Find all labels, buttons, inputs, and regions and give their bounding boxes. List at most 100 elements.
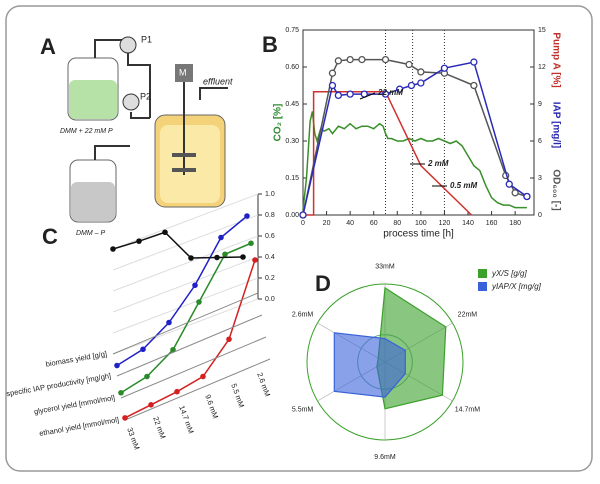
series-line	[124, 259, 256, 419]
legend-swatch	[478, 282, 487, 291]
data-point	[328, 69, 337, 77]
data-point	[328, 81, 337, 90]
y-tick-label: 0.15	[285, 175, 299, 182]
y2-axis-label: Pump A [%]	[550, 32, 561, 87]
annotation: 0.5 mM	[450, 181, 477, 190]
data-point	[299, 211, 307, 219]
y2-axis-label: IAP [mg/l]	[550, 102, 561, 148]
data-point	[200, 373, 206, 380]
y2-tick-label: 12	[538, 64, 546, 71]
feed-label: DMM – P	[76, 230, 106, 237]
data-point	[395, 85, 404, 93]
z-tick-label: 1.0	[265, 191, 275, 198]
panel-label: B	[262, 32, 278, 57]
series-line	[116, 215, 248, 367]
bioreactor-diagram: A P1 P2 M effluent DMM + 22 mM P DMM – P	[40, 34, 233, 237]
x-tick-label: 40	[346, 220, 354, 227]
feed-liquid-2	[71, 182, 115, 221]
category-label: 2.6mM	[292, 311, 314, 318]
z-tick-label: 0.2	[265, 275, 275, 282]
data-point	[505, 180, 513, 188]
data-point	[118, 389, 124, 396]
category-label: 5.5mM	[292, 406, 314, 413]
x-tick-label: 120	[439, 220, 451, 227]
annotation-arrow	[359, 92, 376, 100]
y2-tick-label: 6	[538, 138, 542, 145]
annotation: 22 mM	[377, 88, 403, 97]
data-point	[114, 362, 120, 369]
data-point	[334, 57, 343, 65]
data-point	[407, 81, 416, 90]
effluent-tube	[199, 87, 228, 100]
y2-tick-label: 9	[538, 101, 542, 108]
x-tick-label: 80	[393, 220, 401, 227]
data-point	[511, 189, 519, 197]
legend-swatch	[478, 269, 487, 278]
data-point	[381, 90, 390, 98]
motor-label: M	[179, 67, 187, 77]
y2-tick-label: 3	[538, 175, 542, 182]
pump-label: P1	[141, 34, 152, 44]
x-tick-label: 180	[509, 220, 521, 227]
z-tick-label: 0.8	[265, 212, 275, 219]
data-point	[110, 246, 116, 252]
category-axis	[124, 358, 271, 421]
category-label: 9.6mM	[374, 454, 396, 461]
data-point	[252, 257, 258, 263]
data-point	[136, 238, 142, 244]
data-point	[192, 282, 198, 289]
legend-label: yIAP/X [mg/g]	[491, 282, 542, 291]
data-point	[174, 388, 180, 395]
data-point	[122, 415, 128, 421]
radar-area	[333, 332, 406, 398]
data-point	[226, 336, 232, 343]
data-point	[470, 81, 478, 90]
data-point	[218, 234, 224, 241]
pump-2	[122, 93, 140, 111]
data-point	[214, 254, 220, 261]
pump-1	[119, 36, 137, 54]
effluent-label: effluent	[203, 76, 233, 86]
grid-line	[112, 277, 259, 334]
data-point	[196, 299, 202, 305]
data-point	[334, 91, 343, 100]
y-tick-label: 0.60	[285, 64, 299, 71]
plot-area	[302, 29, 535, 216]
category-axis	[116, 314, 263, 377]
data-point	[440, 64, 449, 72]
feed-label: DMM + 22 mM P	[60, 128, 113, 135]
data-point	[358, 55, 366, 64]
data-point	[140, 346, 146, 353]
feed-liquid	[69, 80, 117, 119]
tubing	[94, 39, 151, 160]
y-tick-label: 0.45	[285, 101, 299, 108]
x-tick-label: 160	[486, 220, 498, 227]
y-tick-label: 0.30	[285, 138, 299, 145]
grid-line	[112, 214, 259, 271]
x-tick-label: 0	[301, 220, 305, 227]
data-point	[222, 251, 228, 258]
data-point	[405, 60, 413, 69]
legend-label: yX/S [g/g]	[491, 269, 527, 278]
category-label: 14.7mM	[455, 406, 480, 413]
motor	[175, 64, 193, 82]
frame	[5, 5, 593, 472]
panel-label: D	[315, 271, 331, 296]
data-point	[162, 229, 168, 236]
y2-tick-label: 0	[538, 212, 542, 219]
data-point	[144, 373, 150, 380]
x-tick-label: 60	[370, 220, 378, 227]
category-axis	[120, 336, 267, 399]
y-tick-label: 0.00	[285, 212, 299, 219]
annotation: 2 mM	[427, 159, 449, 168]
data-point	[417, 79, 425, 87]
x-tick-label: 140	[462, 220, 474, 227]
data-point	[240, 254, 246, 260]
data-point	[148, 402, 154, 408]
data-point	[248, 240, 254, 247]
z-tick-label: 0.4	[265, 254, 275, 261]
data-point	[381, 55, 390, 64]
data-point	[417, 68, 425, 76]
data-point	[346, 55, 354, 64]
data-point	[188, 255, 194, 261]
